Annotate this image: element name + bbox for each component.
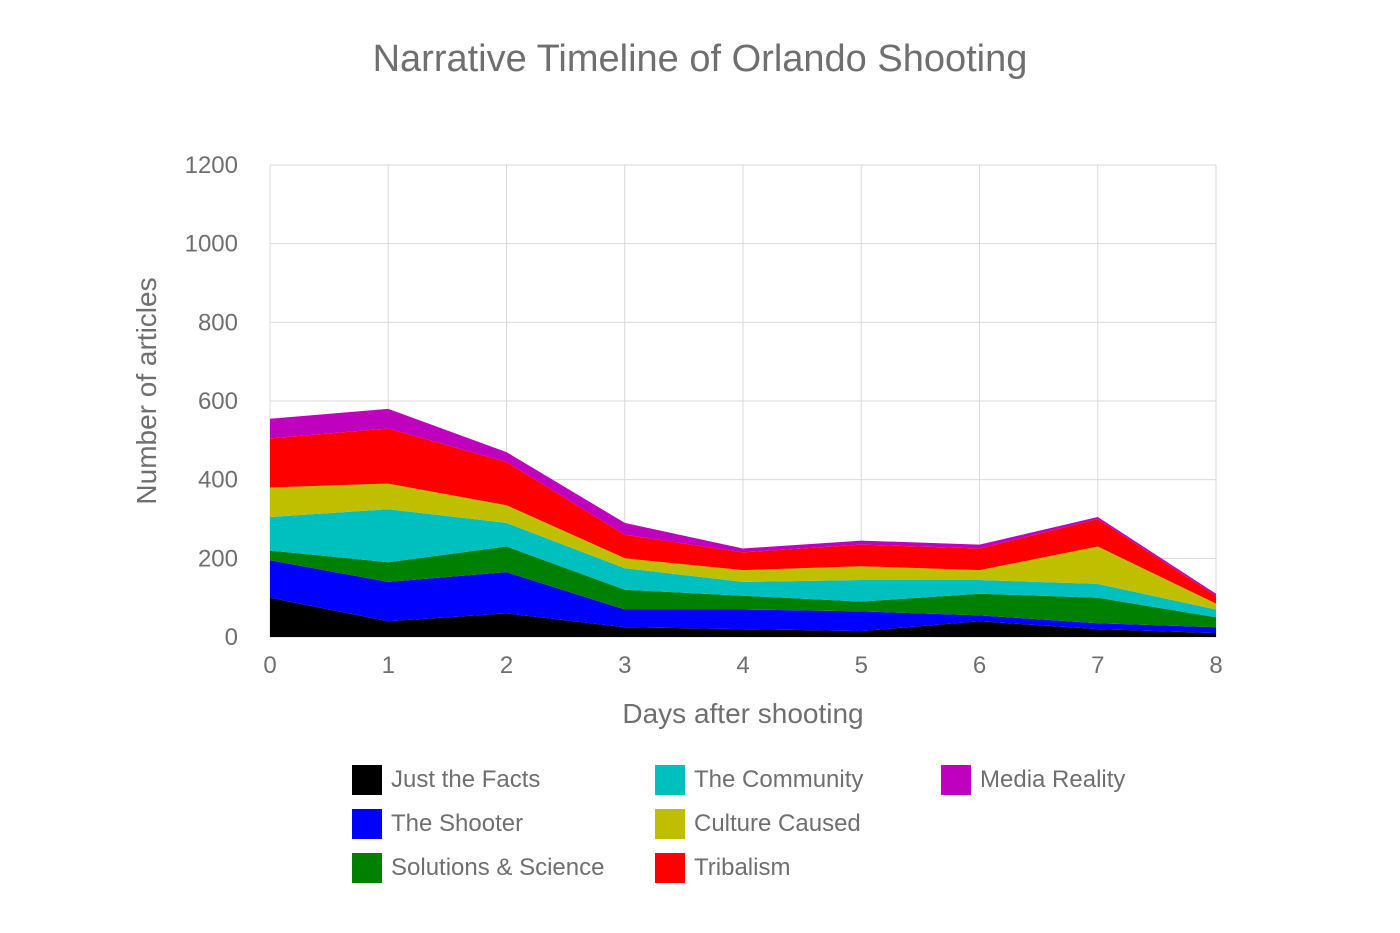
x-axis-label: Days after shooting [622, 698, 863, 729]
x-tick-label: 1 [382, 652, 395, 679]
y-tick-label: 0 [225, 624, 238, 651]
y-axis-label: Number of articles [131, 277, 162, 504]
x-tick-label: 4 [736, 652, 749, 679]
area-tribalism [270, 428, 1216, 604]
y-tick-label: 1200 [185, 152, 238, 179]
y-tick-label: 400 [198, 467, 238, 494]
area-layers [270, 408, 1216, 637]
area-the-community [270, 509, 1216, 618]
area-media-reality [270, 408, 1216, 596]
x-tick-label: 6 [973, 652, 986, 679]
chart-title: Narrative Timeline of Orlando Shooting [372, 38, 1028, 80]
x-tick-label: 8 [1209, 652, 1222, 679]
x-tick-label: 3 [618, 652, 631, 679]
y-axis-ticks: 0 200 400 600 800 1000 1200 [185, 152, 238, 651]
x-tick-label: 2 [500, 652, 513, 679]
area-culture-caused [270, 483, 1216, 610]
y-tick-label: 600 [198, 388, 238, 415]
area-solutions-science [270, 546, 1216, 628]
area-the-shooter [270, 560, 1216, 634]
x-tick-label: 0 [263, 652, 276, 679]
y-tick-label: 200 [198, 545, 238, 572]
x-tick-label: 5 [855, 652, 868, 679]
y-tick-label: 800 [198, 309, 238, 336]
y-tick-label: 1000 [185, 231, 238, 258]
x-tick-label: 7 [1091, 652, 1104, 679]
x-axis-ticks: 0 1 2 3 4 5 6 7 8 [263, 652, 1222, 679]
area-just-the-facts [270, 597, 1216, 637]
